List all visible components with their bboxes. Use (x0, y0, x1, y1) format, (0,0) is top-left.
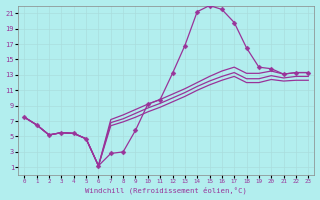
X-axis label: Windchill (Refroidissement éolien,°C): Windchill (Refroidissement éolien,°C) (85, 187, 247, 194)
